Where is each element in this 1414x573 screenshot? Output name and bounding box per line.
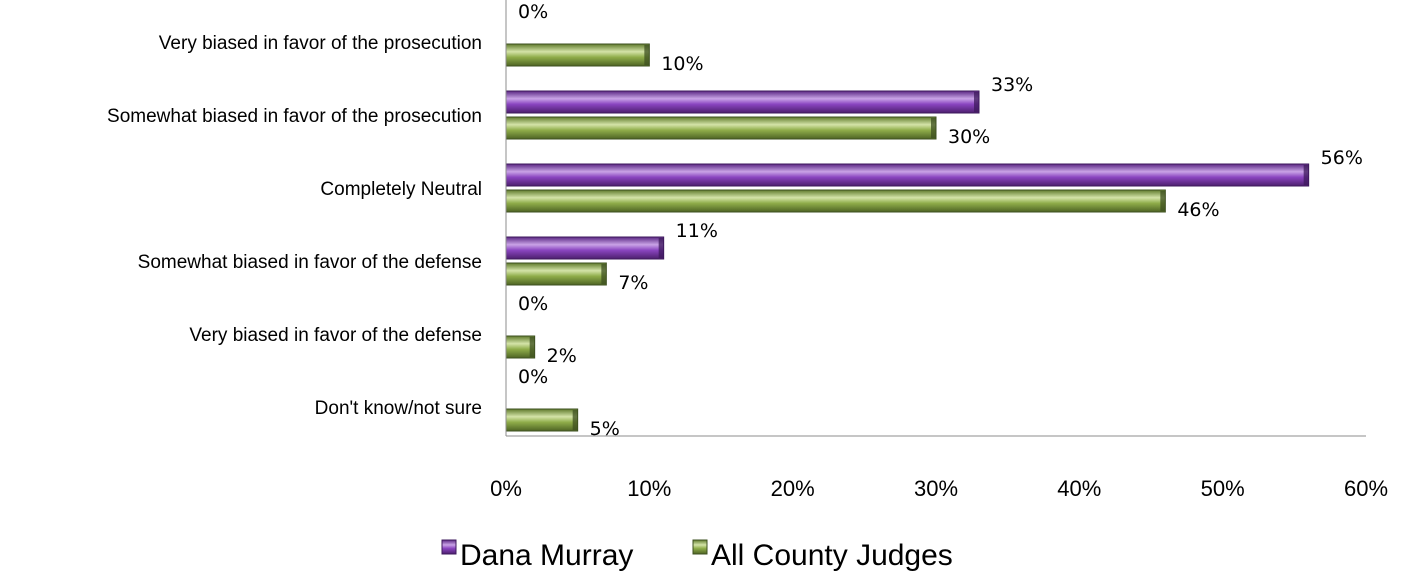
category-label: Somewhat biased in favor of the prosecut… [107, 106, 482, 127]
x-tick-label: 50% [1201, 476, 1245, 501]
bar-end-cap [1160, 191, 1166, 211]
bar-all-county-judges [505, 43, 650, 67]
bar-all-county-judges [505, 189, 1166, 213]
bar-end-cap [931, 118, 936, 138]
legend: Dana Murray All County Judges [441, 539, 953, 572]
bars [505, 43, 1310, 432]
bar-dana-murray [505, 90, 980, 114]
bar-end-cap [572, 410, 578, 430]
category-label: Very biased in favor of the prosecution [159, 33, 482, 54]
x-tick-labels: 0% 10% 20% 30% 40% 50% 60% [490, 476, 1388, 501]
bar-end-cap [529, 337, 535, 357]
bar-end-cap [1303, 165, 1309, 185]
data-label: 0% [518, 1, 548, 23]
bar-all-county-judges [505, 116, 937, 140]
data-label: 33% [991, 74, 1033, 96]
category-label: Don't know/not sure [315, 398, 482, 419]
data-label: 0% [518, 366, 548, 388]
category-label: Somewhat biased in favor of the defense [138, 252, 482, 273]
data-label: 7% [618, 272, 648, 294]
data-labels: 0%10%33%30%56%46%11%7%0%2%0%5% [518, 1, 1363, 440]
data-label: 10% [661, 53, 703, 75]
x-tick-label: 40% [1057, 476, 1101, 501]
data-label: 56% [1321, 147, 1363, 169]
legend-swatch-dana-murray [441, 539, 457, 555]
x-tick-label: 20% [771, 476, 815, 501]
bar-all-county-judges [505, 408, 579, 432]
bar-end-cap [601, 264, 607, 284]
x-tick-label: 0% [490, 476, 522, 501]
data-label: 46% [1177, 199, 1219, 221]
legend-label: Dana Murray [460, 539, 633, 572]
category-labels: Very biased in favor of the prosecution S… [107, 33, 482, 419]
data-label: 2% [547, 345, 577, 367]
category-label: Very biased in favor of the defense [189, 325, 482, 346]
x-tick-label: 60% [1344, 476, 1388, 501]
bar-dana-murray [505, 163, 1310, 187]
category-label: Completely Neutral [320, 179, 482, 200]
data-label: 11% [676, 220, 718, 242]
legend-label: All County Judges [711, 539, 953, 572]
x-tick-label: 30% [914, 476, 958, 501]
bar-dana-murray [505, 236, 665, 260]
x-tick-label: 10% [627, 476, 671, 501]
bar-end-cap [658, 238, 664, 258]
bar-all-county-judges [505, 262, 607, 286]
legend-swatch-all-county-judges [692, 539, 708, 555]
data-label: 0% [518, 293, 548, 315]
bar-end-cap [644, 45, 650, 65]
data-label: 30% [948, 126, 990, 148]
data-label: 5% [590, 418, 620, 440]
bar-end-cap [974, 92, 979, 112]
